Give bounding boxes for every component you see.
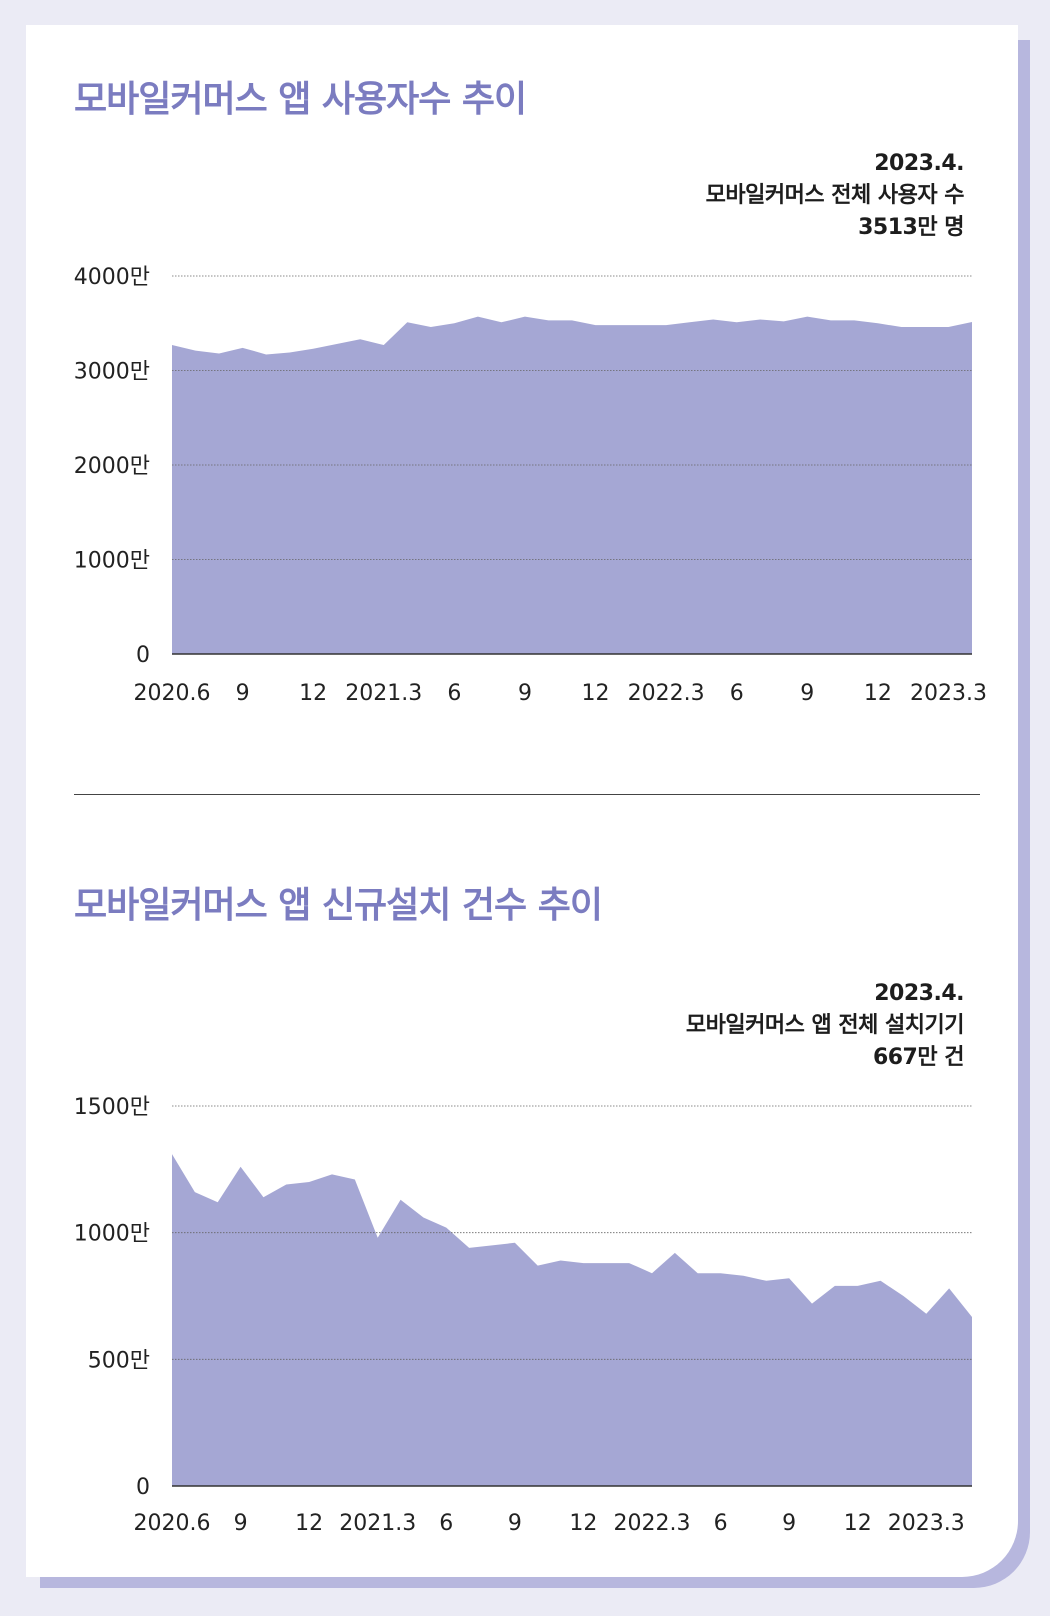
chart2-note-date: 2023.4. <box>874 981 964 1006</box>
users-area <box>172 316 972 654</box>
installs-x-tick-label: 2022.3 <box>614 1511 691 1536</box>
installs-y-tick-label: 0 <box>136 1475 150 1500</box>
installs-x-tick-label: 6 <box>714 1511 728 1536</box>
users-x-tick-label: 12 <box>582 681 610 706</box>
installs-x-tick-label: 12 <box>295 1511 323 1536</box>
chart1-title: 모바일커머스 앱 사용자수 추이 <box>74 79 527 120</box>
users-x-tick-label: 6 <box>447 681 461 706</box>
installs-x-tick-label: 6 <box>439 1511 453 1536</box>
chart1-annotation: 2023.4. 모바일커머스 전체 사용자 수 3513만 명 <box>705 148 965 244</box>
chart2-note-value: 667만 건 <box>872 1045 965 1070</box>
section-divider <box>74 794 980 795</box>
install-count-area-chart: 0 500만 1000만 1500만 2020.6 9 12 2021.3 6 9 12 2022.3… <box>74 1095 972 1536</box>
installs-x-tick-label: 9 <box>782 1511 796 1536</box>
users-y-tick-label: 0 <box>136 643 150 668</box>
users-x-tick-label: 6 <box>730 681 744 706</box>
installs-x-tick-label: 9 <box>234 1511 248 1536</box>
installs-x-tick-label: 12 <box>569 1511 597 1536</box>
installs-y-tick-label: 1000만 <box>74 1222 150 1247</box>
installs-x-tick-label: 2020.6 <box>134 1511 211 1536</box>
installs-x-tick-label: 12 <box>844 1511 872 1536</box>
installs-x-tick-label: 2023.3 <box>888 1511 965 1536</box>
chart2-title: 모바일커머스 앱 신규설치 건수 추이 <box>74 885 603 926</box>
chart1-note-label: 모바일커머스 전체 사용자 수 <box>705 183 965 208</box>
users-x-tick-label: 9 <box>518 681 532 706</box>
users-y-tick-label: 3000만 <box>74 360 150 385</box>
users-x-tick-label: 2022.3 <box>628 681 705 706</box>
users-x-tick-label: 2023.3 <box>910 681 987 706</box>
users-y-tick-label: 1000만 <box>74 549 150 574</box>
chart2-note-label: 모바일커머스 앱 전체 설치기기 <box>685 1013 965 1038</box>
chart2-annotation: 2023.4. 모바일커머스 앱 전체 설치기기 667만 건 <box>685 978 965 1074</box>
users-x-tick-label: 9 <box>236 681 250 706</box>
user-count-area-chart: 0 1000만 2000만 3000만 4000만 2020.6 9 12 2021.3 6 9 12… <box>74 265 987 706</box>
chart1-note-value: 3513만 명 <box>858 215 964 240</box>
installs-area <box>172 1154 972 1486</box>
users-x-tick-label: 2021.3 <box>345 681 422 706</box>
installs-y-tick-label: 500만 <box>88 1348 150 1373</box>
installs-x-tick-label: 2021.3 <box>339 1511 416 1536</box>
installs-y-tick-label: 1500만 <box>74 1095 150 1120</box>
chart1-note-date: 2023.4. <box>874 151 964 176</box>
users-x-tick-label: 2020.6 <box>134 681 211 706</box>
installs-x-tick-label: 9 <box>508 1511 522 1536</box>
users-x-tick-label: 12 <box>299 681 327 706</box>
users-x-tick-label: 12 <box>864 681 892 706</box>
users-x-tick-label: 9 <box>800 681 814 706</box>
users-y-tick-label: 2000만 <box>74 454 150 479</box>
users-y-tick-label: 4000만 <box>74 265 150 290</box>
